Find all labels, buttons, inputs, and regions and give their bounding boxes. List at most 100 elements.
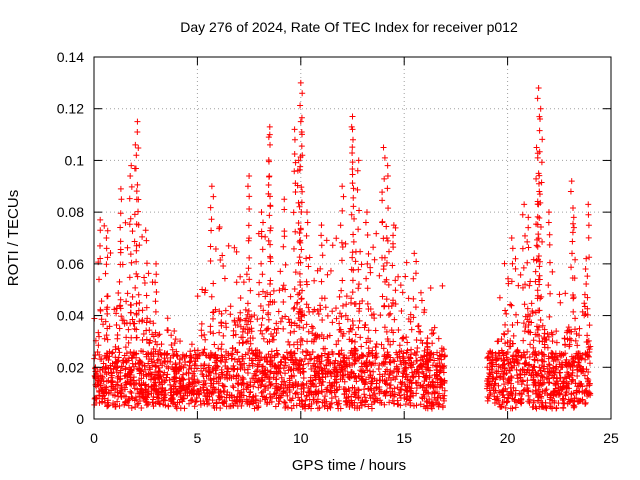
data-point xyxy=(375,365,382,372)
data-point xyxy=(208,380,215,387)
data-point xyxy=(225,366,232,373)
data-point xyxy=(128,183,135,190)
data-point xyxy=(291,372,298,379)
data-point xyxy=(279,285,286,292)
data-point xyxy=(215,374,222,381)
data-point xyxy=(208,227,215,234)
data-point xyxy=(582,351,589,358)
data-point xyxy=(265,309,272,316)
data-point xyxy=(412,352,419,359)
data-point xyxy=(339,244,346,251)
data-point xyxy=(238,381,245,388)
data-point xyxy=(136,242,143,249)
data-point xyxy=(233,398,240,405)
data-point xyxy=(553,328,560,335)
data-point xyxy=(358,375,365,382)
data-point xyxy=(318,358,325,365)
data-point xyxy=(228,350,235,357)
data-point xyxy=(396,353,403,360)
data-point xyxy=(513,356,520,363)
data-point xyxy=(348,393,355,400)
data-point xyxy=(95,342,102,349)
data-point xyxy=(582,356,589,363)
data-point xyxy=(95,329,102,336)
chart-title: Day 276 of 2024, Rate Of TEC Index for r… xyxy=(180,19,518,35)
data-point xyxy=(114,358,121,365)
y-tick-label: 0.02 xyxy=(57,359,84,375)
data-point xyxy=(265,325,272,332)
data-point xyxy=(320,371,327,378)
data-point xyxy=(339,302,346,309)
data-point xyxy=(345,355,352,362)
data-point xyxy=(244,370,251,377)
data-point xyxy=(177,356,184,363)
data-point xyxy=(281,228,288,235)
data-point xyxy=(436,367,443,374)
data-point xyxy=(366,349,373,356)
data-point xyxy=(102,318,109,325)
data-point xyxy=(585,211,592,218)
data-point xyxy=(339,365,346,372)
data-point xyxy=(322,304,329,311)
data-point xyxy=(336,320,343,327)
data-point xyxy=(407,402,414,409)
data-point xyxy=(419,383,426,390)
data-point xyxy=(247,340,254,347)
data-point xyxy=(570,294,577,301)
data-point xyxy=(524,305,531,312)
data-point xyxy=(585,353,592,360)
data-point xyxy=(98,298,105,305)
data-point xyxy=(506,360,513,367)
data-point xyxy=(565,371,572,378)
data-point xyxy=(572,326,579,333)
data-point xyxy=(117,210,124,217)
data-point xyxy=(301,384,308,391)
data-point xyxy=(288,405,295,412)
data-point xyxy=(228,355,235,362)
data-point xyxy=(371,315,378,322)
data-point xyxy=(171,327,178,334)
data-point xyxy=(237,309,244,316)
data-point xyxy=(236,358,243,365)
data-point xyxy=(303,255,310,262)
data-point xyxy=(246,345,253,352)
data-point xyxy=(487,391,494,398)
data-point xyxy=(152,279,159,286)
data-point xyxy=(272,403,279,410)
data-point xyxy=(128,259,135,266)
data-point xyxy=(202,380,209,387)
data-point xyxy=(290,209,297,216)
data-point xyxy=(349,180,356,187)
data-point xyxy=(131,325,138,332)
data-point xyxy=(143,371,150,378)
data-point xyxy=(514,347,521,354)
data-point xyxy=(415,373,422,380)
data-point xyxy=(533,175,540,182)
data-point xyxy=(177,394,184,401)
data-point xyxy=(273,347,280,354)
data-point xyxy=(153,371,160,378)
data-point xyxy=(417,354,424,361)
data-point xyxy=(117,302,124,309)
data-point xyxy=(372,327,379,334)
data-point xyxy=(557,299,564,306)
data-point xyxy=(380,359,387,366)
data-point xyxy=(297,226,304,233)
data-point xyxy=(397,282,404,289)
data-point xyxy=(254,316,261,323)
data-point xyxy=(295,259,302,266)
data-point xyxy=(364,353,371,360)
data-point xyxy=(350,238,357,245)
data-point xyxy=(509,405,516,412)
data-point xyxy=(226,374,233,381)
data-point xyxy=(363,209,370,216)
data-point xyxy=(310,396,317,403)
data-point xyxy=(103,261,110,268)
data-point xyxy=(377,312,384,319)
data-point xyxy=(177,405,184,412)
data-point xyxy=(181,354,188,361)
data-point xyxy=(543,374,550,381)
data-point xyxy=(379,218,386,225)
data-point xyxy=(191,403,198,410)
data-point xyxy=(106,389,113,396)
